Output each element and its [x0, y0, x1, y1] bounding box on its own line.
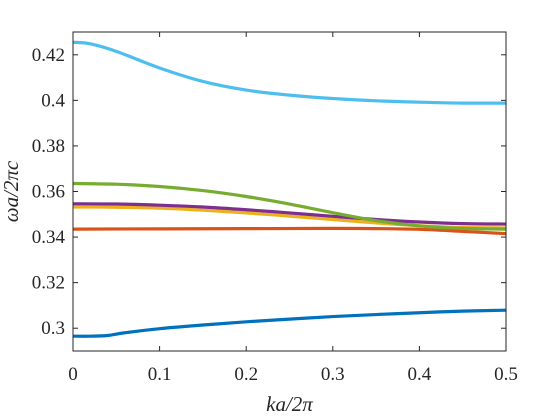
plot-frame: [72, 31, 507, 352]
x-tick-label: 0.2: [234, 364, 258, 385]
y-tick-label: 0.4: [41, 90, 65, 111]
x-tick-label: 0.4: [408, 364, 432, 385]
y-tick-label: 0.3: [41, 318, 65, 339]
series-line-1: [72, 308, 507, 338]
y-axis-label: ωa/2πc: [0, 160, 23, 222]
y-tick-label: 0.38: [32, 136, 65, 157]
x-axis-label: ka/2π: [266, 392, 313, 416]
series-line-3: [72, 205, 507, 230]
series-line-4: [72, 202, 507, 226]
series-line-6: [72, 40, 507, 105]
x-tick-label: 0.1: [148, 364, 172, 385]
x-tick-label: 0.3: [321, 364, 345, 385]
x-tick-label: 0.5: [494, 364, 518, 385]
y-tick-label: 0.32: [32, 273, 65, 294]
x-tick-label: 0: [68, 364, 78, 385]
series-layer: [72, 40, 507, 338]
y-tick-label: 0.36: [32, 182, 65, 203]
y-tick-label: 0.42: [32, 45, 65, 66]
x-axis-ticks: 0 0.1 0.2 0.3 0.4 0.5: [68, 32, 518, 385]
series-line-5: [72, 181, 507, 231]
y-axis-ticks: 0.3 0.32 0.34 0.36 0.38 0.4 0.42: [32, 45, 506, 339]
series-line-2: [72, 226, 507, 236]
y-tick-label: 0.34: [32, 227, 66, 248]
